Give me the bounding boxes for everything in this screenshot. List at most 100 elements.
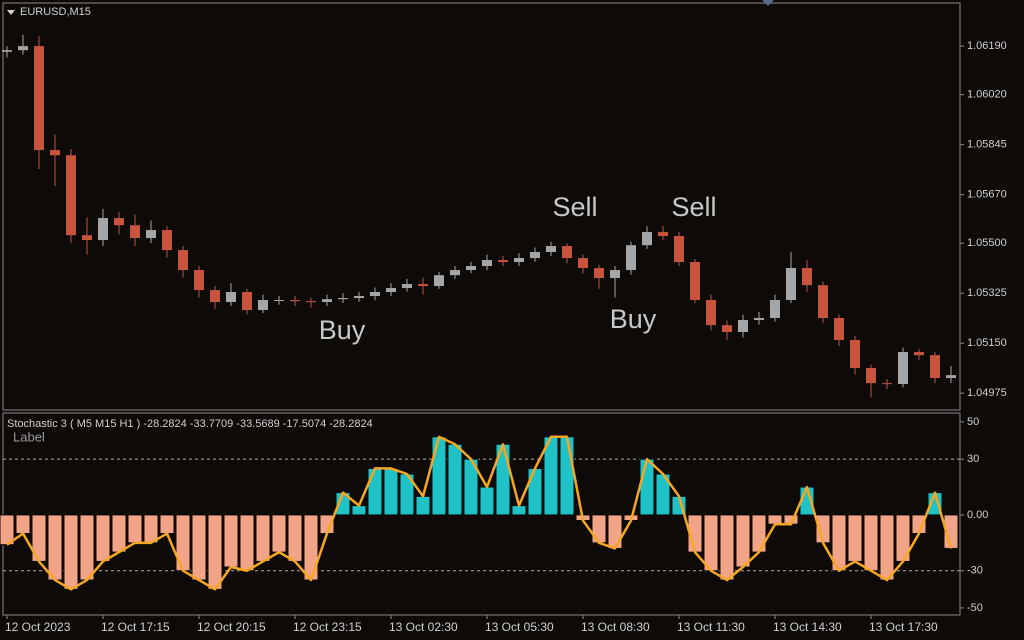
candle-body [722,325,732,333]
candle-body [370,292,380,297]
histogram-bar [751,514,767,553]
candle-body [434,275,444,287]
candle-body [562,246,572,259]
candle-body [786,268,796,301]
candle-body [530,252,540,259]
candle-body [418,284,428,287]
histogram-bar [703,514,719,572]
candle-body [178,250,188,271]
stochastic-line [6,435,953,591]
indicator-label: Label [13,429,45,444]
y-tick-label: 1.05150 [967,337,1007,349]
y-tick-label: 1.05670 [967,189,1007,201]
histogram-bar [527,467,543,516]
histogram-bar [879,514,895,581]
candle-body [274,300,284,302]
histogram-bar [863,514,879,572]
histogram-bar [239,514,255,572]
candle-body [770,300,780,319]
candle-body [34,46,44,151]
y-tick-label: 0.00 [967,509,988,521]
candle-body [754,318,764,321]
histogram-bar [159,514,175,535]
histogram-bar [383,467,399,516]
candle-body [818,285,828,319]
candle-body [66,155,76,236]
candle-body [610,270,620,279]
x-tick-label: 13 Oct 17:30 [869,620,938,634]
candle-body [498,260,508,263]
candle-body [706,300,716,326]
histogram-bar [63,514,79,590]
histogram-bar [607,514,623,549]
signal-annotation: Buy [319,315,366,345]
histogram-bar [719,514,735,581]
candle-body [946,375,956,379]
candle-body [322,299,332,303]
candle-body [546,246,556,253]
candle-body [338,298,348,300]
histogram-bar [447,443,463,516]
menu-arrow[interactable] [7,10,15,15]
y-tick-label: 1.05500 [967,237,1007,249]
candle-body [738,320,748,333]
candle-body [578,258,588,269]
histogram-bar [127,514,143,544]
x-tick-label: 12 Oct 20:15 [197,620,266,634]
histogram-bar [639,458,655,516]
histogram-bar [79,514,95,581]
candle-body [898,352,908,385]
candle-body [2,50,12,52]
x-tick-label: 12 Oct 23:15 [293,620,362,634]
candle-body [146,230,156,239]
y-tick-label: 1.06190 [967,40,1007,52]
histogram-bar [303,514,319,581]
histogram-bar [255,514,271,562]
candle-body [834,318,844,341]
candle-body [914,352,924,356]
candle-body [866,368,876,384]
candle-body [98,218,108,241]
histogram-bar [767,514,783,525]
candle-body [482,260,492,267]
candle-body [226,292,236,303]
signal-annotation: Buy [610,304,657,334]
x-tick-label: 13 Oct 14:30 [773,620,842,634]
indicator-title: Stochastic 3 ( M5 M15 H1 ) -28.2824 -33.… [7,418,373,430]
signal-annotation: Sell [552,192,597,222]
shift-marker [762,0,774,6]
signal-annotation: Sell [671,192,716,222]
candle-body [642,232,652,246]
histogram-bar [111,514,127,553]
histogram-bar [351,505,367,516]
symbol-label: EURUSD,M15 [20,6,91,18]
candle-body [514,258,524,263]
candle-body [290,300,300,302]
histogram-bar [431,436,447,516]
histogram-bar [479,486,495,516]
candle-body [210,290,220,303]
histogram-bar [271,514,287,553]
y-tick-label: -50 [967,602,983,614]
y-tick-label: 1.05845 [967,139,1007,151]
x-tick-label: 12 Oct 2023 [5,620,71,634]
candle-body [802,268,812,286]
candle-body [626,245,636,271]
candle-body [850,340,860,369]
histogram-bar [15,514,31,535]
y-tick-label: 1.05325 [967,287,1007,299]
x-tick-label: 12 Oct 17:15 [101,620,170,634]
histogram-bar [591,514,607,544]
x-tick-label: 13 Oct 02:30 [389,620,458,634]
candle-body [882,383,892,385]
candle-body [690,262,700,301]
y-tick-label: -30 [967,565,983,577]
y-tick-label: 1.06020 [967,89,1007,101]
candle-body [674,236,684,263]
candle-body [594,268,604,279]
candle-body [258,300,268,311]
histogram-bar [847,514,863,562]
y-tick-label: 1.04975 [967,387,1007,399]
histogram-bar [223,514,239,568]
